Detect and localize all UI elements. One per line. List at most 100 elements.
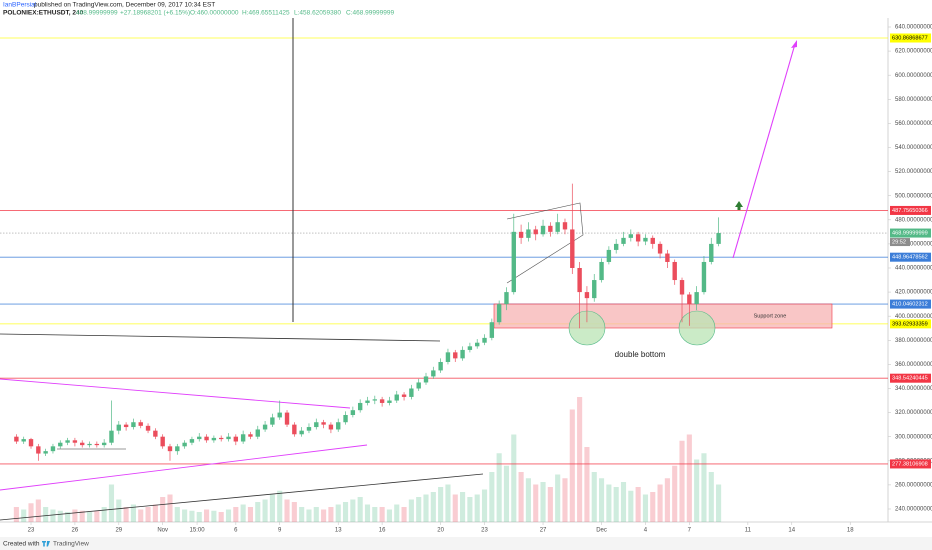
volume-bar bbox=[101, 507, 107, 522]
candle-body bbox=[650, 237, 655, 244]
candle-body bbox=[321, 422, 326, 425]
volume-bar bbox=[79, 510, 85, 522]
volume-bar bbox=[321, 509, 327, 522]
candle-body bbox=[701, 261, 707, 293]
volume-bar bbox=[628, 490, 634, 522]
candle-body bbox=[50, 446, 56, 452]
candle-body bbox=[197, 436, 202, 440]
candle-body bbox=[562, 222, 568, 230]
projection-arrowhead bbox=[791, 40, 797, 48]
volume-bar bbox=[474, 494, 480, 522]
y-tick-label: 300.00000000 bbox=[895, 434, 932, 440]
candle-body bbox=[496, 304, 502, 323]
candle-body bbox=[401, 394, 407, 397]
candle-body bbox=[518, 231, 524, 238]
y-tick-label: 560.00000000 bbox=[895, 121, 932, 127]
volume-bar bbox=[182, 509, 188, 522]
publisher[interactable]: IanBPersial bbox=[3, 2, 37, 9]
level-label-bg bbox=[890, 459, 931, 469]
last-price: 468.99999999 bbox=[76, 10, 118, 17]
volume-bar bbox=[204, 509, 210, 522]
candle-body bbox=[160, 436, 165, 447]
candle-body bbox=[438, 361, 443, 371]
candle-body bbox=[94, 443, 100, 446]
candle-body bbox=[270, 417, 275, 425]
level-label: 468.99999999 bbox=[892, 231, 928, 237]
volume-bar bbox=[540, 482, 546, 522]
candle-body bbox=[694, 292, 699, 305]
candle-body bbox=[189, 439, 195, 443]
volume-bar bbox=[152, 504, 158, 522]
level-label: 393.62933359 bbox=[892, 321, 928, 327]
x-tick-label: 27 bbox=[540, 528, 547, 534]
candles-layer bbox=[14, 183, 721, 461]
volume-bar bbox=[438, 487, 444, 522]
footer-brand[interactable]: TradingView bbox=[53, 541, 89, 548]
candle-body bbox=[657, 243, 663, 254]
x-tick-label: 15:00 bbox=[190, 528, 206, 534]
level-label-bg bbox=[890, 373, 931, 383]
candle-body bbox=[233, 436, 239, 442]
ohlc-close: C:468.99999999 bbox=[346, 10, 394, 17]
volume-bar bbox=[533, 484, 539, 522]
candle-body bbox=[643, 237, 648, 242]
x-tick-label: 7 bbox=[688, 528, 692, 534]
candle-body bbox=[599, 261, 604, 281]
x-tick-label: 26 bbox=[72, 528, 79, 534]
volume-bar bbox=[686, 434, 692, 522]
candle-body bbox=[379, 399, 385, 403]
candle-body bbox=[226, 436, 231, 440]
volume-bar bbox=[28, 503, 34, 522]
volume-bar bbox=[50, 509, 56, 522]
pattern-label: double bottom bbox=[615, 350, 666, 359]
y-tick-label: 540.00000000 bbox=[895, 145, 932, 151]
candle-body bbox=[153, 430, 158, 437]
candle-body bbox=[679, 280, 685, 295]
volume-bar bbox=[416, 497, 422, 522]
candle-body bbox=[299, 430, 304, 435]
y-tick-label: 420.00000000 bbox=[895, 290, 932, 296]
volume-bar bbox=[21, 509, 27, 522]
level-label-bg bbox=[890, 319, 931, 329]
volume-bar bbox=[430, 492, 436, 522]
volume-bar bbox=[130, 504, 136, 522]
volume-bar bbox=[342, 502, 349, 522]
volume-bar bbox=[13, 507, 19, 522]
volume-bar bbox=[562, 478, 568, 522]
candle-body bbox=[116, 424, 121, 431]
candle-body bbox=[416, 382, 421, 389]
volume-bar bbox=[145, 507, 151, 522]
volume-bar bbox=[116, 499, 122, 522]
candle-body bbox=[343, 414, 348, 423]
candle-body bbox=[175, 446, 180, 452]
volume-bar bbox=[489, 472, 495, 522]
candle-body bbox=[255, 429, 260, 437]
volume-bar bbox=[591, 472, 597, 522]
y-tick-label: 500.00000000 bbox=[895, 193, 932, 199]
candle-body bbox=[65, 440, 70, 443]
y-tick-label: 320.00000000 bbox=[895, 410, 932, 416]
candle-body bbox=[350, 410, 356, 415]
candle-body bbox=[504, 292, 509, 305]
volume-bar bbox=[423, 494, 429, 522]
candle-body bbox=[314, 422, 319, 428]
volume-bar bbox=[167, 494, 173, 522]
volume-bar bbox=[701, 453, 707, 522]
volume-bar bbox=[547, 487, 553, 522]
bottom-circle bbox=[678, 310, 716, 346]
level-label: 410.04602312 bbox=[892, 302, 928, 308]
x-tick-label: 13 bbox=[335, 528, 342, 534]
candle-body bbox=[409, 388, 414, 397]
volume-bar bbox=[584, 447, 590, 522]
y-tick-label: 400.00000000 bbox=[895, 314, 932, 320]
candle-body bbox=[58, 442, 63, 447]
candle-body bbox=[292, 424, 297, 435]
candle-body bbox=[467, 346, 473, 350]
volume-bar bbox=[503, 465, 510, 522]
volume-bar bbox=[350, 499, 356, 522]
candle-body bbox=[394, 394, 399, 401]
volume-bar bbox=[445, 484, 451, 522]
